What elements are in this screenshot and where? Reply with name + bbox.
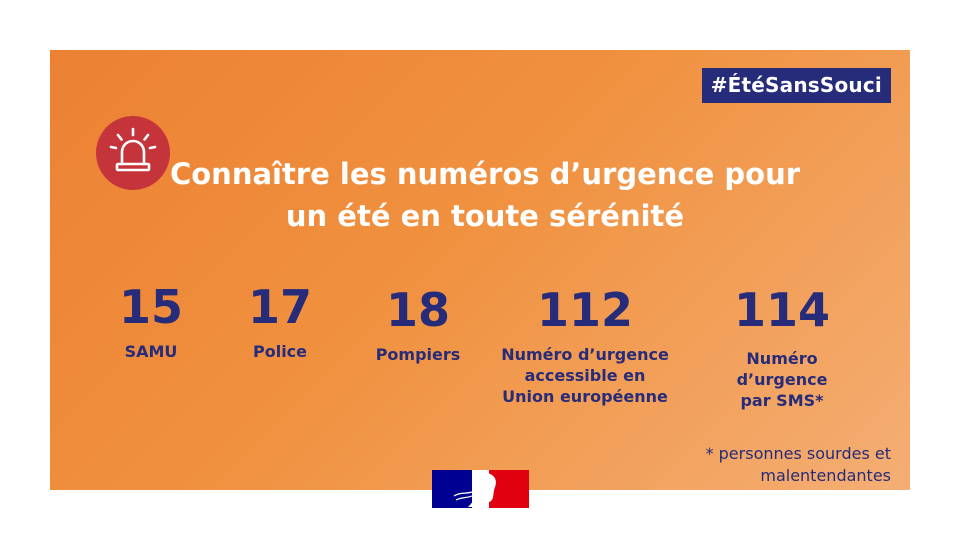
emergency-number-18: 18 Pompiers (366, 284, 470, 365)
siren-icon (96, 116, 170, 190)
title-line-1: Connaître les numéros d’urgence pour (169, 157, 801, 191)
emergency-number-15: 15 SAMU (105, 281, 197, 362)
emergency-number-114: 114 Numéro d’urgence par SMS* (730, 284, 834, 411)
infographic-card: #ÉtéSansSouci Connaître les numéros d’ur… (50, 50, 910, 490)
number-label: Pompiers (375, 345, 461, 364)
emergency-number-17: 17 Police (234, 281, 326, 362)
page-title: Connaître les numéros d’urgence pour un … (145, 153, 825, 237)
label-line: par SMS* (740, 391, 824, 410)
marianne-logo (432, 470, 529, 508)
title-line-2: un été en toute sérénité (285, 199, 685, 233)
number-label: SAMU (124, 342, 178, 361)
number-value: 15 (118, 280, 183, 334)
number-label: Police (252, 342, 308, 361)
label-line: accessible en (524, 366, 646, 385)
number-value: 112 (536, 283, 634, 337)
number-value: 18 (385, 283, 450, 337)
number-label: Numéro d’urgence accessible en Union eur… (500, 344, 670, 407)
label-line: d’urgence (736, 370, 828, 389)
label-line: Union européenne (502, 387, 668, 406)
footnote-line-2: malentendantes (760, 466, 891, 485)
number-value: 114 (733, 283, 831, 337)
hashtag-badge[interactable]: #ÉtéSansSouci (701, 68, 891, 103)
footnote: * personnes sourdes et malentendantes (706, 443, 891, 487)
label-line: Numéro d’urgence (501, 345, 669, 364)
number-value: 17 (247, 280, 312, 334)
label-line: Numéro (746, 349, 818, 368)
emergency-number-112: 112 Numéro d’urgence accessible en Union… (500, 284, 670, 407)
number-label: Numéro d’urgence par SMS* (730, 348, 834, 411)
footnote-line-1: * personnes sourdes et (705, 444, 891, 463)
